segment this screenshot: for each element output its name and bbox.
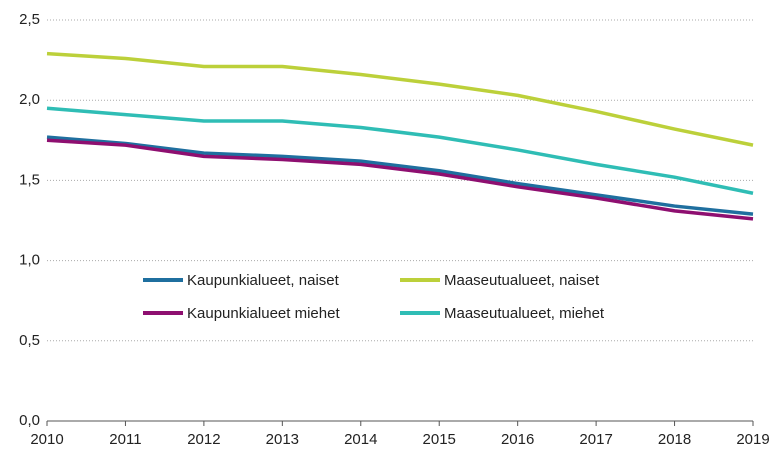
x-tick-label: 2012 bbox=[187, 431, 220, 448]
series-line bbox=[46, 106, 754, 195]
x-tick-label: 2018 bbox=[658, 431, 691, 448]
series-line bbox=[46, 135, 754, 216]
x-tick-label: 2013 bbox=[266, 431, 299, 448]
x-tick-label: 2011 bbox=[109, 431, 141, 448]
y-tick-label: 0,0 bbox=[19, 412, 40, 429]
legend-label: Kaupunkialueet, naiset bbox=[187, 272, 340, 289]
legend-label: Kaupunkialueet miehet bbox=[187, 305, 340, 322]
x-tick-label: 2019 bbox=[736, 431, 769, 448]
x-tick-label: 2015 bbox=[423, 431, 456, 448]
y-tick-label: 1,0 bbox=[19, 252, 40, 269]
y-tick-label: 1,5 bbox=[19, 171, 40, 188]
y-tick-label: 2,5 bbox=[19, 11, 40, 28]
x-tick-label: 2014 bbox=[344, 431, 377, 448]
series-line bbox=[46, 138, 754, 221]
series-line bbox=[46, 51, 754, 147]
y-tick-label: 0,5 bbox=[19, 332, 40, 349]
x-tick-label: 2017 bbox=[579, 431, 612, 448]
x-tick-label: 2016 bbox=[501, 431, 534, 448]
legend-label: Maaseutualueet, miehet bbox=[444, 305, 605, 322]
y-tick-label: 2,0 bbox=[19, 91, 40, 108]
legend-label: Maaseutualueet, naiset bbox=[444, 272, 600, 289]
x-tick-label: 2010 bbox=[30, 431, 63, 448]
